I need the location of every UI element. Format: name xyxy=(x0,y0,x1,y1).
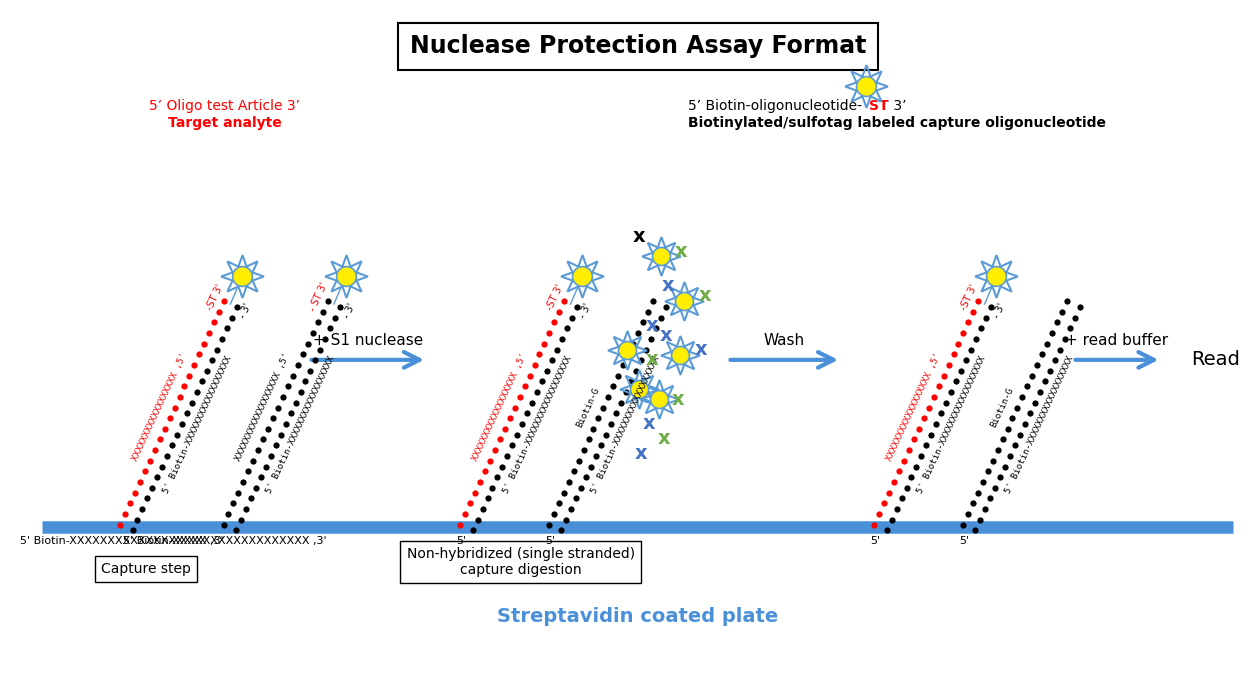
Text: 5' Biotin-XXXXXXXXXXXXXXXXXX: 5' Biotin-XXXXXXXXXXXXXXXXXX xyxy=(1004,354,1076,495)
Text: x: x xyxy=(633,227,645,246)
Text: 5' Biotin-XXXXXXXXXXXXXXXXXX: 5' Biotin-XXXXXXXXXXXXXXXXXX xyxy=(264,354,336,495)
Text: x: x xyxy=(662,276,674,296)
Text: -ST 3': -ST 3' xyxy=(959,282,980,312)
Text: - 3': - 3' xyxy=(341,302,357,320)
Text: - 3': - 3' xyxy=(238,302,253,320)
Text: Non-hybridized (single stranded)
capture digestion: Non-hybridized (single stranded) capture… xyxy=(406,547,634,577)
Text: x: x xyxy=(634,444,647,463)
Text: Streptavidin coated plate: Streptavidin coated plate xyxy=(497,607,779,626)
Text: 5': 5' xyxy=(959,536,969,546)
Text: - ST 3': - ST 3' xyxy=(308,281,330,313)
Text: x: x xyxy=(660,326,673,345)
Text: - 3': - 3' xyxy=(577,302,594,320)
Text: x: x xyxy=(672,390,684,409)
Text: Read: Read xyxy=(1191,350,1240,369)
Text: Biotinylated/sulfotag labeled capture oligonucleotide: Biotinylated/sulfotag labeled capture ol… xyxy=(688,116,1106,130)
Text: ST: ST xyxy=(868,99,888,113)
Text: Biotin-G: Biotin-G xyxy=(989,386,1015,428)
Text: x: x xyxy=(645,350,658,369)
Text: XXXXXXXXXXXXXXXXXX ,5': XXXXXXXXXXXXXXXXXX ,5' xyxy=(131,352,189,463)
Text: x: x xyxy=(657,429,669,448)
Text: -ST 3': -ST 3' xyxy=(545,282,566,312)
Text: Nuclease Protection Assay Format: Nuclease Protection Assay Format xyxy=(410,34,866,58)
Text: 5' Biotin-XXXXXXXXXXXXXXXXXX ,3': 5' Biotin-XXXXXXXXXXXXXXXXXX ,3' xyxy=(20,536,223,546)
Text: XXXXXXXXXXXXXXXXXX ,5': XXXXXXXXXXXXXXXXXX ,5' xyxy=(234,352,292,463)
Text: + S1 nuclease: + S1 nuclease xyxy=(313,333,423,347)
Text: x: x xyxy=(694,340,707,359)
Text: XXXXXXXXXXXXXXXXXX ,5': XXXXXXXXXXXXXXXXXX ,5' xyxy=(884,352,942,463)
Text: Wash: Wash xyxy=(764,333,805,347)
Text: 5': 5' xyxy=(457,536,467,546)
Text: 3’: 3’ xyxy=(889,99,907,113)
Text: 5' Biotin-XXXXXXXXXXXXXXXXXX: 5' Biotin-XXXXXXXXXXXXXXXXXX xyxy=(502,354,574,495)
Text: 5’ Oligo test Article 3’: 5’ Oligo test Article 3’ xyxy=(150,99,301,113)
Text: 5' Biotin-XXXXXXXXXXXXXXXXXX ,3': 5' Biotin-XXXXXXXXXXXXXXXXXX ,3' xyxy=(123,536,327,546)
Text: x: x xyxy=(676,242,688,261)
Text: -ST 3': -ST 3' xyxy=(205,282,225,312)
Text: + read buffer: + read buffer xyxy=(1066,333,1169,347)
Text: 5': 5' xyxy=(871,536,881,546)
Text: Capture step: Capture step xyxy=(101,562,191,576)
Text: - 3': - 3' xyxy=(993,302,1008,320)
Text: x: x xyxy=(698,287,711,305)
Text: 5’ Biotin-oligonucleotide-: 5’ Biotin-oligonucleotide- xyxy=(688,99,862,113)
Text: 5' Biotin-XXXXXXXXXXXXXXXXXX: 5' Biotin-XXXXXXXXXXXXXXXXXX xyxy=(916,354,988,495)
Text: x: x xyxy=(643,415,655,433)
Text: x: x xyxy=(645,316,658,335)
Text: 5' Biotin-XXXXXXXXXXXXXXXXXX: 5' Biotin-XXXXXXXXXXXXXXXXXX xyxy=(161,354,233,495)
Text: XXXXXXXXXXXXXXXXXX ,5': XXXXXXXXXXXXXXXXXX ,5' xyxy=(470,352,528,463)
Text: Target analyte: Target analyte xyxy=(169,116,282,130)
Text: Biotin-G: Biotin-G xyxy=(575,386,601,428)
Text: 5' Biotin-XXXXXXXXXXXXXXXXXX: 5' Biotin-XXXXXXXXXXXXXXXXXX xyxy=(590,354,662,495)
Text: 5': 5' xyxy=(545,536,555,546)
